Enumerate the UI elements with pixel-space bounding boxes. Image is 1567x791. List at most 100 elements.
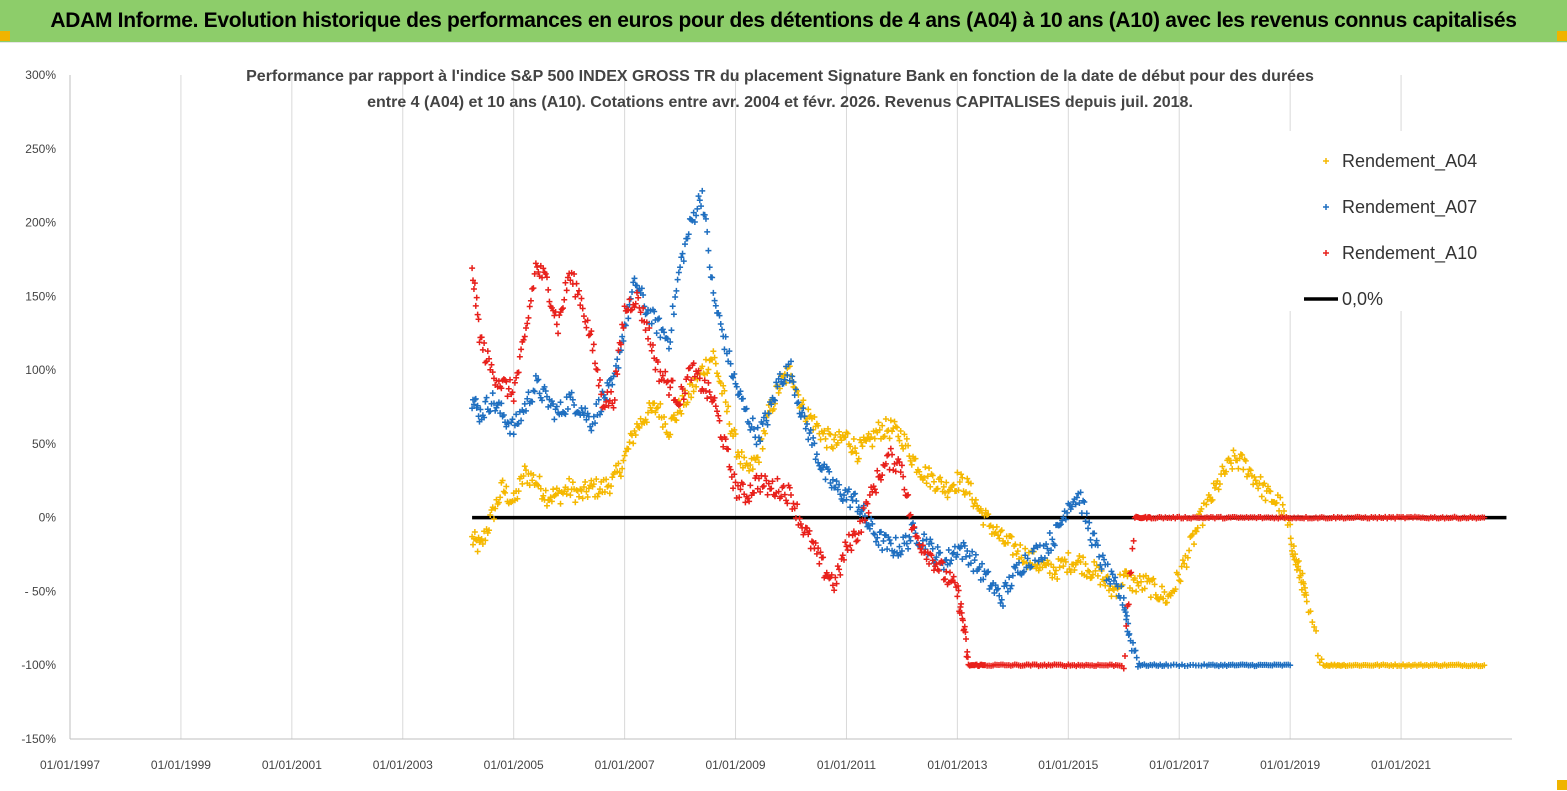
rendement-a04-point bbox=[689, 381, 696, 388]
rendement-a04-point bbox=[652, 409, 659, 416]
rendement-a04-point bbox=[1117, 571, 1124, 578]
rendement-a10-point bbox=[609, 400, 616, 407]
rendement-a10-point bbox=[962, 629, 969, 636]
rendement-a07-point bbox=[614, 356, 621, 363]
rendement-a07-point bbox=[963, 553, 970, 560]
rendement-a04-point bbox=[540, 492, 547, 499]
legend-marker-rendement-a04 bbox=[1323, 158, 1329, 164]
rendement-a07-point bbox=[885, 534, 892, 541]
rendement-a04-point bbox=[514, 495, 521, 502]
rendement-a04-point bbox=[1277, 494, 1284, 501]
rendement-a04-point bbox=[1299, 570, 1306, 577]
page-title: ADAM Informe. Evolution historique des p… bbox=[50, 9, 1517, 32]
rendement-a10-point bbox=[663, 379, 670, 386]
legend-label-rendement-a10: Rendement_A10 bbox=[1342, 243, 1477, 264]
rendement-a07-point bbox=[704, 228, 711, 235]
rendement-a04-point bbox=[937, 474, 944, 481]
rendement-a04-point bbox=[1257, 473, 1264, 480]
rendement-a07-point bbox=[1032, 557, 1039, 564]
rendement-a10-point bbox=[585, 332, 592, 339]
rendement-a04-point bbox=[1177, 578, 1184, 585]
rendement-a10-point bbox=[605, 402, 612, 409]
x-tick-label: 01/01/2003 bbox=[373, 758, 433, 772]
rendement-a07-point bbox=[1132, 647, 1139, 654]
rendement-a07-point bbox=[746, 420, 753, 427]
rendement-a04-point bbox=[667, 431, 674, 438]
rendement-a04-point bbox=[550, 486, 557, 493]
rendement-a10-point bbox=[757, 488, 764, 495]
rendement-a10-point bbox=[907, 511, 914, 518]
rendement-a10-point bbox=[556, 312, 563, 319]
rendement-a07-point bbox=[588, 427, 595, 434]
rendement-a04-point bbox=[1279, 501, 1286, 508]
rendement-a07-point bbox=[845, 486, 852, 493]
rendement-a07-point bbox=[927, 536, 934, 543]
rendement-a04-point bbox=[1083, 573, 1090, 580]
rendement-a10-point bbox=[546, 298, 553, 305]
rendement-a10-point bbox=[865, 509, 872, 516]
rendement-a04-point bbox=[609, 474, 616, 481]
rendement-a10-point bbox=[535, 269, 542, 276]
rendement-a07-point bbox=[1006, 574, 1013, 581]
rendement-a10-point bbox=[614, 371, 621, 378]
rendement-a10-point bbox=[808, 538, 815, 545]
rendement-a10-point bbox=[571, 271, 578, 278]
rendement-a04-point bbox=[523, 467, 530, 474]
rendement-a10-point bbox=[714, 408, 721, 415]
rendement-a10-point bbox=[720, 443, 727, 450]
rendement-a04-point bbox=[1236, 455, 1243, 462]
rendement-a10-point bbox=[558, 306, 565, 313]
rendement-a07-point bbox=[1069, 503, 1076, 510]
rendement-a04-point bbox=[1191, 541, 1198, 548]
rendement-a04-point bbox=[1007, 532, 1014, 539]
rendement-a04-point bbox=[1264, 483, 1271, 490]
rendement-a10-point bbox=[559, 305, 566, 312]
rendement-a07-point bbox=[562, 411, 569, 418]
rendement-a07-point bbox=[717, 320, 724, 327]
rendement-a07-point bbox=[638, 285, 645, 292]
rendement-a04-point bbox=[800, 397, 807, 404]
rendement-a04-point bbox=[521, 463, 528, 470]
rendement-a04-point bbox=[955, 487, 962, 494]
rendement-a10-point bbox=[488, 361, 495, 368]
rendement-a07-point bbox=[771, 397, 778, 404]
rendement-a04-point bbox=[543, 502, 550, 509]
rendement-a04-point bbox=[1057, 557, 1064, 564]
y-tick-label: 200% bbox=[25, 216, 56, 230]
rendement-a04-point bbox=[1300, 580, 1307, 587]
rendement-a07-point bbox=[701, 211, 708, 218]
rendement-a10-point bbox=[701, 377, 708, 384]
rendement-a07-point bbox=[1016, 559, 1023, 566]
rendement-a10-point bbox=[882, 460, 889, 467]
rendement-a04-point bbox=[1167, 592, 1174, 599]
rendement-a04-point bbox=[1229, 465, 1236, 472]
rendement-a04-point bbox=[529, 477, 536, 484]
rendement-a04-point bbox=[662, 421, 669, 428]
rendement-a04-point bbox=[1022, 545, 1029, 552]
rendement-a10-point bbox=[510, 398, 517, 405]
rendement-a07-point bbox=[1056, 522, 1063, 529]
rendement-a04-point bbox=[569, 479, 576, 486]
rendement-a10-point bbox=[665, 391, 672, 398]
rendement-a10-point bbox=[788, 491, 794, 498]
rendement-a04-point bbox=[1199, 522, 1206, 529]
rendement-a07-point bbox=[615, 364, 622, 371]
rendement-a10-point bbox=[707, 394, 714, 401]
rendement-a07-point bbox=[886, 536, 893, 543]
rendement-a10-point bbox=[481, 339, 488, 346]
rendement-a04-point bbox=[1183, 564, 1190, 571]
rendement-a07-point bbox=[492, 407, 499, 414]
rendement-a07-point bbox=[580, 412, 587, 419]
rendement-a07-point bbox=[1287, 662, 1294, 669]
rendement-a07-point bbox=[659, 326, 666, 333]
rendement-a10-point bbox=[612, 368, 619, 375]
rendement-a07-point bbox=[753, 441, 760, 448]
rendement-a04-point bbox=[1245, 470, 1252, 477]
rendement-a04-point bbox=[747, 461, 754, 468]
rendement-a07-point bbox=[1118, 583, 1125, 590]
rendement-a07-point bbox=[967, 560, 974, 567]
rendement-a07-point bbox=[852, 490, 859, 497]
rendement-a04-point bbox=[1261, 480, 1268, 487]
rendement-a10-point bbox=[900, 473, 907, 480]
rendement-a07-point bbox=[804, 421, 811, 428]
